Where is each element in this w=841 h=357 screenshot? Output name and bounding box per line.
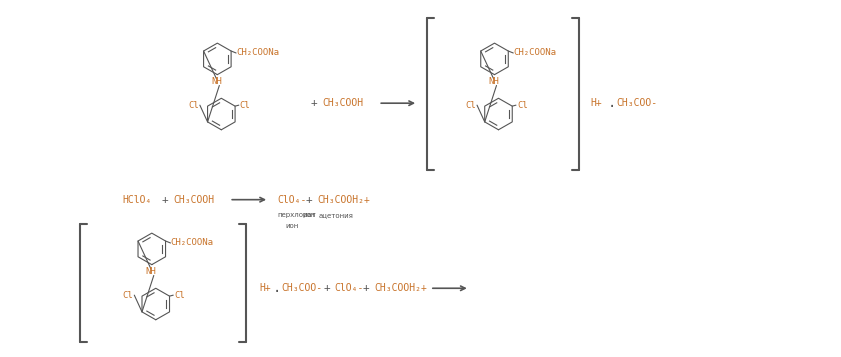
Text: H+: H+ bbox=[591, 98, 603, 108]
Text: ион: ион bbox=[302, 212, 315, 218]
Text: Cl: Cl bbox=[240, 101, 251, 110]
Text: H+: H+ bbox=[259, 283, 271, 293]
Text: CH₃COO-: CH₃COO- bbox=[281, 283, 322, 293]
Text: +: + bbox=[305, 195, 312, 205]
Text: CH₃COO-: CH₃COO- bbox=[616, 98, 658, 108]
Text: Cl: Cl bbox=[123, 291, 133, 300]
Text: Cl: Cl bbox=[188, 101, 198, 110]
Text: NH: NH bbox=[211, 77, 222, 86]
Text: ацетония: ацетония bbox=[319, 212, 353, 218]
Text: Cl: Cl bbox=[174, 291, 185, 300]
Text: CH₂COONa: CH₂COONa bbox=[236, 49, 279, 57]
Text: ClO₄-: ClO₄- bbox=[277, 195, 306, 205]
Text: ClO₄-: ClO₄- bbox=[335, 283, 364, 293]
Text: HClO₄: HClO₄ bbox=[122, 195, 151, 205]
Text: +: + bbox=[161, 195, 168, 205]
Text: CH₃COOH: CH₃COOH bbox=[323, 98, 364, 108]
Text: .: . bbox=[273, 281, 282, 295]
Text: CH₃COOH: CH₃COOH bbox=[173, 195, 214, 205]
Text: +: + bbox=[323, 283, 330, 293]
Text: CH₃COOH₂+: CH₃COOH₂+ bbox=[318, 195, 371, 205]
Text: Cl: Cl bbox=[465, 101, 476, 110]
Text: ион: ион bbox=[285, 223, 299, 229]
Text: +: + bbox=[310, 98, 317, 108]
Text: Cl: Cl bbox=[517, 101, 527, 110]
Text: .: . bbox=[608, 96, 616, 110]
Text: NH: NH bbox=[489, 77, 500, 86]
Text: NH: NH bbox=[145, 267, 156, 276]
Text: перхлорат: перхлорат bbox=[277, 212, 315, 218]
Text: CH₂COONa: CH₂COONa bbox=[513, 49, 556, 57]
Text: +: + bbox=[363, 283, 370, 293]
Text: CH₃COOH₂+: CH₃COOH₂+ bbox=[374, 283, 427, 293]
Text: CH₂COONa: CH₂COONa bbox=[171, 238, 214, 247]
